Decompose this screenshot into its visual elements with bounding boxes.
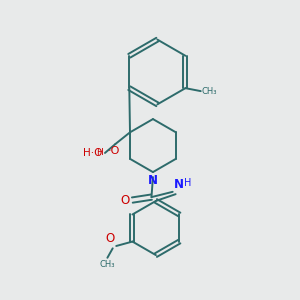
Text: O: O bbox=[106, 232, 115, 245]
Text: CH₃: CH₃ bbox=[100, 260, 115, 269]
Text: ·O: ·O bbox=[108, 146, 120, 157]
Text: H: H bbox=[96, 148, 103, 158]
Text: H·O: H·O bbox=[82, 148, 102, 158]
Text: CH₃: CH₃ bbox=[202, 87, 218, 96]
Text: N: N bbox=[148, 174, 158, 187]
Text: O: O bbox=[121, 194, 130, 207]
Text: N: N bbox=[174, 178, 184, 190]
Text: H: H bbox=[184, 178, 191, 188]
